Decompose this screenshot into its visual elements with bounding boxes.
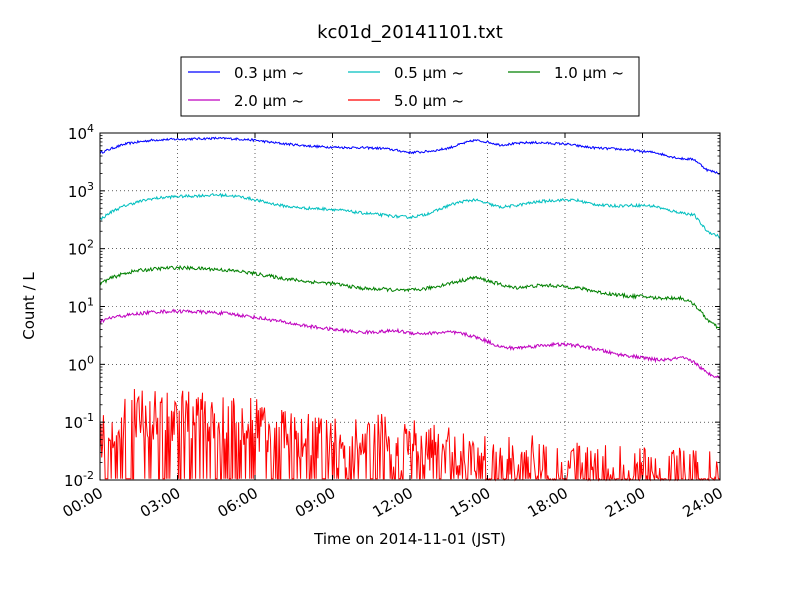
series-line (99, 136, 721, 175)
series-line (99, 308, 721, 380)
y-tick-label: 103 (68, 180, 94, 201)
legend-label: 1.0 μm ~ (554, 64, 624, 82)
y-tick-label: 102 (68, 238, 94, 259)
y-tick-label: 104 (68, 122, 94, 143)
series-line (99, 192, 721, 239)
y-tick-label: 100 (68, 353, 94, 374)
series-line (99, 264, 721, 329)
legend-box (180, 56, 640, 117)
series-layer (99, 136, 721, 482)
y-tick-label: 10-2 (64, 469, 94, 490)
y-axis-label: Count / L (20, 272, 38, 340)
series-line (99, 388, 721, 482)
chart-title: kc01d_20141101.txt (317, 22, 503, 43)
y-tick-label: 101 (68, 296, 94, 317)
x-axis-label: Time on 2014-11-01 (JST) (313, 530, 506, 548)
y-tick-label: 10-1 (64, 411, 94, 432)
legend-label: 2.0 μm ~ (234, 92, 304, 110)
legend: 0.3 μm ~ 0.5 μm ~ 1.0 μm ~ 2.0 μm ~ 5.0 μm ~ (180, 56, 640, 117)
legend-label: 5.0 μm ~ (394, 92, 464, 110)
legend-label: 0.3 μm ~ (234, 64, 304, 82)
legend-label: 0.5 μm ~ (394, 64, 464, 82)
